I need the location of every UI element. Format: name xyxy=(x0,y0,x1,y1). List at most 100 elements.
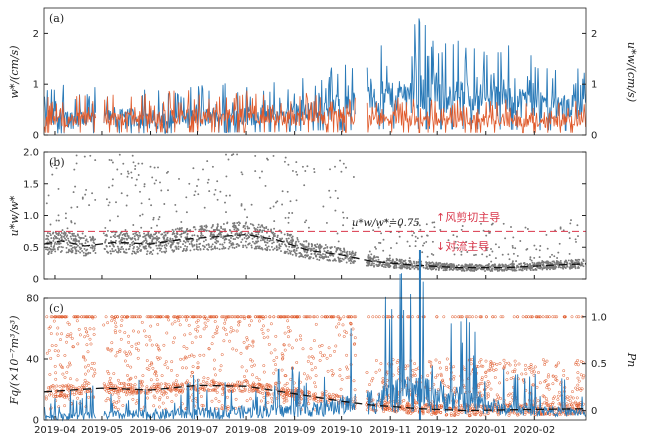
ratio-point xyxy=(487,264,490,267)
ratio-point xyxy=(66,227,69,230)
ratio-point xyxy=(222,245,225,248)
pn-point xyxy=(223,328,227,332)
pn-point xyxy=(184,366,188,370)
pn-point xyxy=(530,370,534,374)
ytick-label-right: 0 xyxy=(591,406,597,417)
pn-point xyxy=(66,385,70,389)
pn-point xyxy=(471,315,474,319)
pn-point xyxy=(312,356,316,360)
ratio-point xyxy=(520,262,522,265)
pn-point xyxy=(531,367,535,371)
panel-a: (a) 012 012 w*/(cm/s) u*w/(cm/s) xyxy=(8,7,638,142)
pn-point xyxy=(535,385,539,389)
ratio-point xyxy=(474,264,477,267)
ratio-point xyxy=(389,225,391,228)
ratio-point xyxy=(316,243,319,246)
ratio-point xyxy=(138,231,141,234)
ratio-point xyxy=(111,247,114,250)
pn-point xyxy=(204,324,208,328)
pn-point xyxy=(314,374,318,378)
ratio-point xyxy=(176,227,179,230)
ratio-point xyxy=(86,240,89,243)
ratio-point xyxy=(109,236,112,239)
pn-point xyxy=(254,315,257,319)
ratio-point xyxy=(476,264,479,267)
pn-point xyxy=(307,390,311,394)
ratio-point xyxy=(411,234,414,237)
pn-point xyxy=(510,396,514,400)
ratio-point xyxy=(370,253,373,256)
pn-point xyxy=(202,387,206,391)
ratio-point xyxy=(515,266,518,269)
ratio-point xyxy=(68,248,70,251)
ratio-point xyxy=(130,176,133,179)
ratio-point xyxy=(463,269,466,272)
ratio-point xyxy=(184,245,187,247)
pn-point xyxy=(201,404,205,408)
ratio-point xyxy=(378,241,380,244)
pn-point xyxy=(342,335,346,338)
ratio-point xyxy=(413,232,415,234)
ratio-point xyxy=(151,176,154,179)
pn-point xyxy=(453,412,457,416)
pn-point xyxy=(243,315,246,319)
ratio-point xyxy=(235,236,238,239)
pn-point xyxy=(288,329,292,333)
ratio-point xyxy=(55,167,58,170)
ratio-point xyxy=(273,220,276,223)
pn-point xyxy=(574,403,578,407)
pn-point xyxy=(281,354,285,357)
ratio-point xyxy=(336,232,339,235)
ratio-point xyxy=(432,262,435,265)
ratio-point xyxy=(328,258,331,261)
pn-point xyxy=(524,372,528,376)
ratio-point xyxy=(547,261,550,264)
pn-point xyxy=(336,315,340,319)
pn-point xyxy=(170,400,174,403)
pn-point xyxy=(112,372,116,376)
ratio-point xyxy=(351,227,354,230)
ratio-point xyxy=(197,178,200,181)
pn-point xyxy=(136,356,140,360)
ratio-point xyxy=(284,156,287,159)
ratio-point xyxy=(73,168,76,171)
pn-point xyxy=(183,315,187,319)
pn-point xyxy=(282,343,286,347)
pn-point xyxy=(92,327,96,331)
ratio-point xyxy=(546,247,549,250)
ratio-point xyxy=(131,237,134,239)
ratio-point xyxy=(380,232,383,235)
ratio-point xyxy=(349,259,352,261)
ratio-point xyxy=(484,270,486,272)
pn-point xyxy=(49,392,53,395)
pn-point xyxy=(244,378,248,382)
ratio-point xyxy=(532,269,535,271)
pn-point xyxy=(205,380,209,384)
ratio-point xyxy=(557,266,560,269)
ratio-point xyxy=(83,247,86,250)
pn-point xyxy=(554,364,558,368)
pn-point xyxy=(565,402,569,406)
pn-point xyxy=(479,358,483,362)
pn-point xyxy=(521,315,525,319)
pn-point xyxy=(542,401,546,405)
pn-point xyxy=(257,378,261,382)
ratio-point xyxy=(473,254,476,257)
pn-point xyxy=(374,359,378,362)
pn-point xyxy=(221,383,225,387)
ratio-point xyxy=(408,245,411,248)
ratio-point xyxy=(211,248,214,250)
ratio-point xyxy=(368,250,371,253)
pn-point xyxy=(307,402,311,406)
ratio-point xyxy=(301,165,304,168)
ratio-point xyxy=(225,153,227,156)
ratio-point xyxy=(266,239,269,241)
pn-point xyxy=(575,315,579,319)
pn-point xyxy=(83,365,87,369)
pn-point xyxy=(508,411,512,415)
pn-point xyxy=(287,330,291,334)
ratio-point xyxy=(137,236,140,239)
ratio-point xyxy=(423,242,426,245)
ratio-point xyxy=(199,234,202,237)
pn-point xyxy=(54,344,58,347)
